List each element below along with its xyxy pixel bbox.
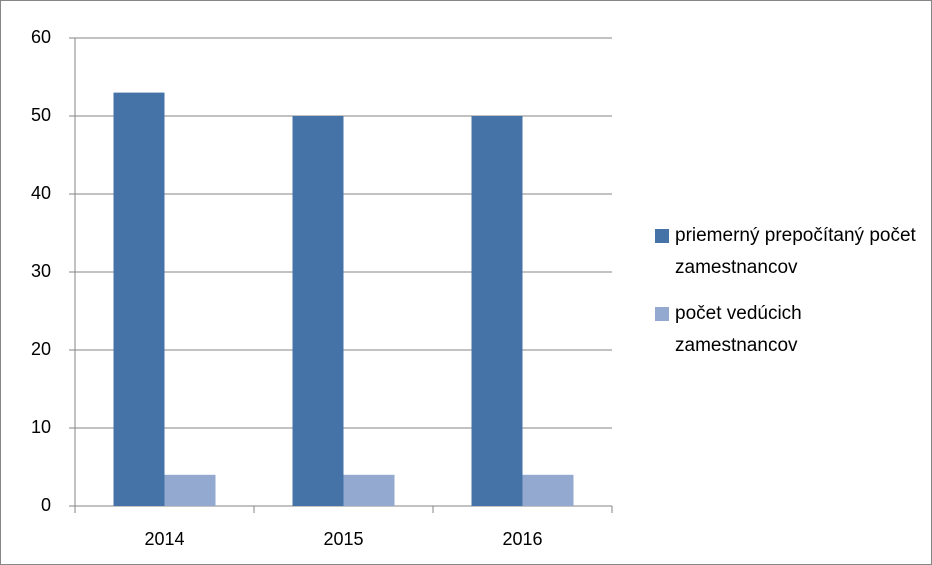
- x-tick-label: 2016: [502, 529, 542, 549]
- bar: [522, 474, 574, 506]
- bar: [113, 92, 165, 506]
- legend-label: počet vedúcich zamestnancov: [675, 303, 802, 356]
- y-tick-label: 60: [31, 27, 51, 47]
- bar: [164, 474, 216, 506]
- y-tick-label: 50: [31, 105, 51, 125]
- y-tick-label: 0: [41, 495, 51, 515]
- x-tick-label: 2015: [323, 529, 363, 549]
- y-tick-label: 40: [31, 183, 51, 203]
- legend-swatch: [655, 229, 669, 243]
- legend-item: priemerný prepočítaný počet zamestnancov: [675, 225, 916, 278]
- y-tick-label: 10: [31, 417, 51, 437]
- y-tick-label: 30: [31, 261, 51, 281]
- legend-item: počet vedúcich zamestnancov: [675, 303, 802, 356]
- bar: [292, 116, 344, 506]
- y-tick-label: 20: [31, 339, 51, 359]
- legend-swatch: [655, 307, 669, 321]
- legend-label: priemerný prepočítaný počet zamestnancov: [675, 225, 916, 278]
- bar: [471, 116, 523, 506]
- bar: [343, 474, 395, 506]
- x-tick-label: 2014: [144, 529, 184, 549]
